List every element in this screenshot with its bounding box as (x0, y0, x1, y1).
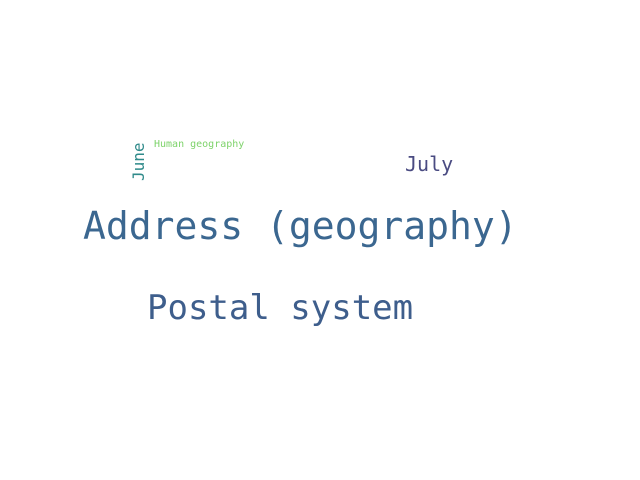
word-human-geography: Human geography (154, 139, 245, 150)
word-june: June (129, 142, 148, 181)
word-address-geography: Address (geography) (83, 204, 518, 248)
word-postal-system: Postal system (147, 288, 414, 328)
word-july: July (405, 152, 454, 176)
